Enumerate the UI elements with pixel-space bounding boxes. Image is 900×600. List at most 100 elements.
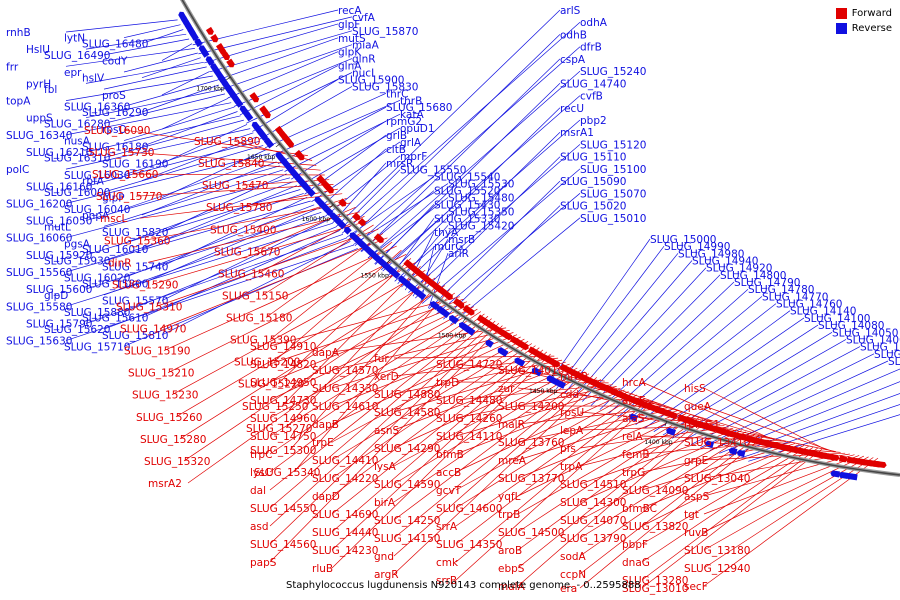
forward-gene-label: SLUG_14910 — [250, 341, 316, 353]
forward-gene-label-leader — [703, 454, 855, 497]
forward-gene-label-leader — [175, 269, 426, 418]
reverse-gene-label: msrB — [448, 234, 475, 246]
reverse-gene-arrow — [497, 347, 509, 357]
forward-gene-arrow — [226, 58, 235, 68]
forward-gene-label: SLUG_14410 — [312, 455, 378, 467]
reverse-gene-label: rnhB — [6, 27, 31, 39]
reverse-gene-label: SLUG_16200 — [6, 198, 72, 210]
reverse-gene-label: SLUG_15540 — [434, 172, 500, 184]
reverse-gene-arrow — [514, 357, 526, 367]
forward-gene-label-leader — [517, 414, 691, 515]
reverse-gene-label: SLUG_14100 — [804, 313, 870, 325]
reverse-gene-label-leader — [65, 223, 333, 307]
reverse-gene-label-leader — [141, 84, 219, 113]
reverse-gene-label-leader — [103, 93, 226, 124]
forward-gene-arrow — [316, 174, 325, 184]
reverse-gene-label-leader — [443, 205, 561, 320]
kbp-tick-label: 1550 kbp — [361, 272, 389, 279]
forward-gene-label: SLUG_15340 — [254, 467, 320, 479]
forward-gene-label: SLUG_13770 — [498, 473, 564, 485]
forward-gene-label: queA — [684, 401, 712, 413]
reverse-gene-arrow — [838, 471, 849, 479]
reverse-gene-arrow — [189, 30, 199, 41]
forward-gene-label: SLUG_14300 — [560, 497, 626, 509]
forward-gene-label-leader — [517, 407, 670, 425]
reverse-gene-label: SLUG_15740 — [102, 261, 168, 273]
reverse-gene-label-leader — [252, 79, 339, 132]
forward-gene-label: SLUG_15210 — [128, 368, 194, 380]
forward-gene-arrow — [373, 233, 384, 244]
reverse-gene-label-leader — [547, 238, 651, 385]
forward-gene-label: SLUG_15660 — [92, 169, 158, 181]
legend-reverse-label: Reverse — [851, 23, 892, 34]
forward-gene-label: malR — [498, 419, 525, 431]
reverse-gene-label: SLUG_16310 — [44, 153, 110, 165]
reverse-gene-arrow — [705, 440, 715, 449]
forward-gene-label-leader — [393, 367, 578, 467]
legend-forward-label: Forward — [851, 8, 892, 19]
forward-gene-label-leader — [455, 392, 633, 491]
forward-gene-label: ebpS — [498, 563, 525, 575]
reverse-gene-label-leader — [748, 414, 900, 462]
forward-gene-arrow — [262, 109, 271, 119]
forward-gene-label: SLUG_14570 — [312, 365, 378, 377]
forward-gene-label: rpmG1 — [684, 419, 720, 431]
forward-gene-label: SLUG_15390 — [230, 335, 296, 347]
forward-gene-label: SLUG_14150 — [374, 533, 440, 545]
forward-gene-label-leader — [331, 349, 544, 533]
reverse-gene-label: SLUG_16480 — [82, 38, 148, 50]
kbp-tick-label: 1650 kbp — [247, 154, 275, 161]
forward-gene-label-leader — [641, 381, 769, 438]
reverse-gene-label-leader — [297, 127, 401, 188]
reverse-gene-label-leader — [284, 113, 401, 172]
forward-gene-label: zur — [498, 383, 515, 395]
forward-gene-label-leader — [517, 410, 678, 461]
genome-backbone — [180, 0, 900, 477]
reverse-gene-label-leader — [221, 44, 353, 90]
reverse-gene-label-leader — [436, 193, 581, 315]
forward-gene-label: SLUG_14440 — [312, 527, 378, 539]
forward-gene-label: dnaG — [622, 557, 650, 569]
forward-gene-label-leader — [331, 353, 551, 569]
reverse-gene-label: SLUG_15330 — [434, 213, 500, 225]
forward-gene-label-leader — [171, 262, 416, 396]
forward-gene-label: papS — [250, 557, 277, 569]
forward-gene-label-leader — [179, 277, 436, 440]
reverse-gene-label: SLUG_15530 — [448, 179, 514, 191]
forward-gene-label-leader — [293, 289, 451, 473]
forward-gene-label: pbpF — [622, 539, 648, 551]
forward-gene-label: lysC — [250, 467, 272, 479]
reverse-gene-arrow — [666, 427, 677, 436]
forward-gene-arrow — [875, 460, 887, 469]
forward-gene-label: trpD — [436, 377, 459, 389]
forward-gene-label: gcvT — [436, 485, 462, 497]
forward-gene-label-leader — [269, 303, 471, 401]
reverse-gene-label: SLUG_16020 — [64, 273, 130, 285]
reverse-gene-label: fbl — [44, 84, 57, 96]
reverse-gene-label-leader — [404, 232, 435, 291]
forward-gene-label: SLUG_14110 — [436, 431, 502, 443]
forward-gene-label: trpE — [312, 437, 334, 449]
gene-features — [178, 11, 887, 481]
forward-gene-label-leader — [269, 320, 496, 527]
reverse-gene-label: rpsO — [102, 124, 127, 136]
forward-gene-label: msrA2 — [148, 478, 182, 490]
reverse-gene-label: murG — [434, 241, 463, 253]
forward-gene-label: rpsU — [560, 407, 584, 419]
reverse-gene-label: SLUG_16360 — [64, 101, 130, 113]
reverse-gene-label-leader — [123, 181, 294, 244]
forward-gene-label: SLUG_15230 — [132, 390, 198, 402]
forward-gene-arrow — [294, 149, 305, 161]
forward-gene-label: SLUG_13820 — [622, 521, 688, 533]
reverse-gene-label: SLUG_15820 — [102, 227, 168, 239]
reverse-gene-label: SLUG_16050 — [26, 216, 92, 228]
reverse-gene-label: SLUG_14770 — [762, 291, 828, 303]
reverse-gene-arrow — [234, 98, 244, 108]
forward-gene-label: ruvB — [684, 527, 708, 539]
reverse-gene-label: SLUG_16040 — [64, 204, 130, 216]
forward-gene-label-leader — [331, 351, 548, 551]
forward-gene-label: secF — [684, 581, 708, 593]
reverse-gene-arrow — [343, 226, 352, 235]
reverse-gene-label-leader — [277, 106, 387, 165]
reverse-gene-label-leader — [141, 111, 238, 147]
